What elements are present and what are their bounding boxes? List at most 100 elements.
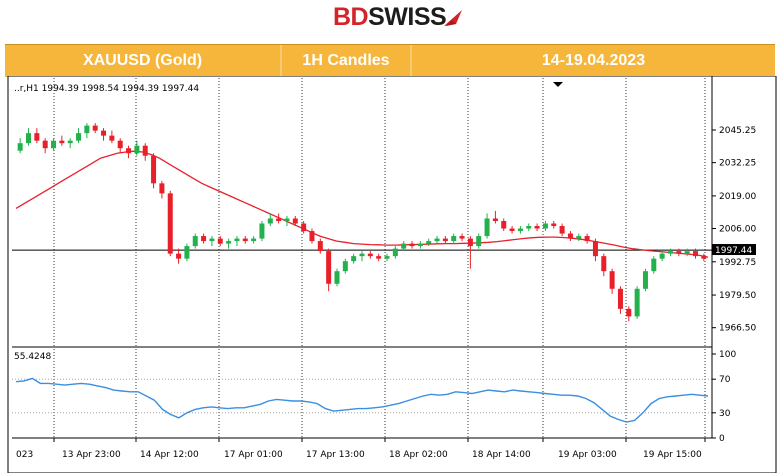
time-tick-label: 17 Apr 13:00: [306, 450, 365, 460]
candle-body: [626, 308, 632, 317]
rsi-value-label: 55.4248: [14, 352, 51, 362]
candle-body: [151, 155, 157, 184]
candle-body: [367, 253, 373, 257]
candle-body: [51, 140, 57, 149]
candle-body: [251, 238, 257, 242]
price-tick-label: 2032.25: [719, 159, 756, 169]
candle-body: [667, 251, 673, 254]
time-tick-label: 023: [16, 450, 33, 460]
candle-body: [184, 246, 190, 259]
brand-name-bd: BD: [333, 3, 369, 31]
chart-frame: [7, 76, 777, 473]
candle-body: [526, 226, 532, 229]
candle-body: [134, 145, 140, 154]
candle-body: [634, 288, 640, 317]
price-tag-value: 1997.44: [715, 246, 752, 256]
price-chart: ..r,H1 1994.39 1998.54 1994.39 1997.44 2…: [7, 76, 777, 473]
candle-body: [317, 241, 323, 252]
shift-marker-icon: [553, 82, 563, 87]
price-tick-label: 2006.00: [719, 225, 756, 235]
candle-body: [517, 228, 523, 232]
candle-body: [701, 256, 707, 259]
price-tick-label: 1966.50: [719, 324, 756, 334]
candle-body: [17, 143, 23, 151]
candle-body: [567, 233, 573, 239]
brand-name-swiss: SWISS: [368, 3, 447, 31]
date-range-title: 14-19.04.2023: [541, 52, 646, 69]
rsi-line: [15, 377, 709, 423]
candle-body: [351, 256, 357, 262]
price-tag: [712, 244, 756, 256]
candle-body: [59, 140, 65, 144]
candle-body: [467, 238, 473, 247]
candle-body: [417, 243, 423, 247]
candle-body: [384, 256, 390, 259]
candle-body: [542, 223, 548, 229]
candle-body: [342, 261, 348, 272]
price-tick-label: 1979.50: [719, 291, 756, 301]
candle-body: [284, 218, 290, 221]
price-tick-label: 2019.00: [719, 192, 756, 202]
candle-body: [292, 218, 298, 224]
time-tick-label: 19 Apr 15:00: [643, 450, 702, 460]
time-axis: 023 13 Apr 23:00 14 Apr 12:00 17 Apr 01:00 1…: [16, 438, 706, 460]
candle-body: [492, 218, 498, 221]
candle-body: [326, 251, 332, 284]
candle-body: [376, 256, 382, 259]
rsi-tick-label: 0: [719, 434, 725, 444]
header-divider: [410, 45, 412, 77]
timeframe-title: 1H Candles: [302, 52, 390, 69]
time-tick-label: 17 Apr 01:00: [224, 450, 283, 460]
candle-body: [676, 251, 682, 254]
candle-body: [576, 236, 582, 239]
candle-body: [592, 241, 598, 257]
candle-body: [126, 148, 132, 154]
candle-body: [142, 145, 148, 156]
candle-body: [276, 218, 282, 221]
candle-body: [659, 253, 665, 259]
candle-body: [201, 236, 207, 242]
chart-header-bar: XAUUSD (Gold) 1H Candles 14-19.04.2023: [5, 44, 775, 77]
candles-group: [17, 123, 707, 322]
header-divider: [280, 45, 282, 77]
candle-body: [84, 125, 90, 134]
candle-body: [601, 256, 607, 272]
candle-body: [67, 140, 73, 144]
price-tick-label: 1992.75: [719, 258, 756, 268]
candle-body: [267, 218, 273, 224]
time-tick-label: 13 Apr 23:00: [62, 450, 121, 460]
candle-body: [484, 218, 490, 237]
time-tick-label: 19 Apr 03:00: [558, 450, 617, 460]
rsi-tick-label: 70: [719, 375, 731, 385]
price-tick-label: 2045.25: [719, 126, 756, 136]
candle-body: [226, 241, 232, 244]
candle-body: [217, 238, 223, 244]
rsi-tick-label: 100: [719, 350, 736, 360]
candle-body: [509, 228, 515, 232]
candle-body: [359, 253, 365, 257]
rsi-axis: 100 70 30 0: [712, 350, 736, 444]
candle-body: [159, 183, 165, 194]
candle-body: [34, 133, 40, 141]
candle-body: [617, 288, 623, 309]
candle-body: [434, 238, 440, 242]
candle-body: [609, 271, 615, 289]
candle-body: [26, 133, 32, 144]
candle-body: [551, 223, 557, 227]
price-axis: 2045.25 2032.25 2019.00 2006.00 1992.75 1979.…: [712, 126, 756, 334]
candle-body: [584, 236, 590, 242]
candle-body: [109, 135, 115, 141]
candle-body: [651, 258, 657, 272]
candle-body: [309, 231, 315, 242]
candle-body: [559, 226, 565, 234]
candle-body: [167, 193, 173, 254]
brand-name: BDSWISS: [333, 3, 447, 32]
symbol-ohlc-label: ..r,H1 1994.39 1998.54 1994.39 1997.44: [14, 84, 199, 94]
candle-body: [692, 251, 698, 257]
candle-body: [642, 271, 648, 289]
red-arrow-icon: [444, 10, 462, 26]
candle-body: [117, 140, 123, 149]
candle-body: [101, 130, 107, 136]
candle-body: [259, 223, 265, 239]
candle-body: [209, 238, 215, 242]
